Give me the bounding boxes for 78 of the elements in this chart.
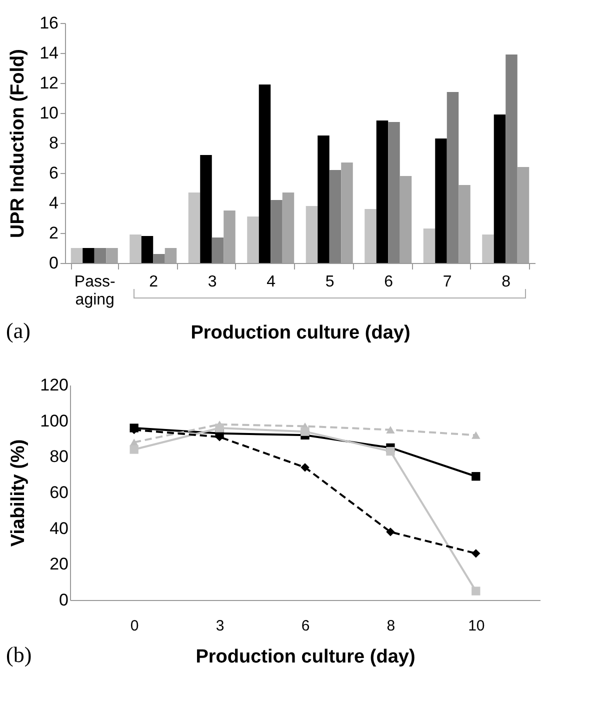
x-tick-label: 7 <box>442 274 452 290</box>
x-tick-label: 8 <box>502 274 511 290</box>
bar <box>341 162 353 263</box>
bar <box>164 248 177 263</box>
x-tick-label: 5 <box>325 274 334 290</box>
point <box>386 426 395 434</box>
bar <box>435 138 447 263</box>
point <box>386 528 395 536</box>
bar <box>446 92 459 263</box>
x-tick-label: 3 <box>208 274 217 290</box>
point <box>472 549 480 558</box>
bar <box>70 248 83 263</box>
bar <box>258 84 271 263</box>
point <box>472 586 480 596</box>
y-tick-label: 12 <box>40 74 58 92</box>
bar <box>282 192 294 263</box>
x-tick-label: 2 <box>149 274 158 290</box>
bar <box>188 192 200 263</box>
x-axis-title: Production culture (day) <box>190 322 410 344</box>
bar <box>82 248 94 263</box>
x-axis-title: Production culture (day) <box>196 646 416 668</box>
point <box>472 472 480 481</box>
bar <box>318 136 330 263</box>
y-axis-title: UPR Induction (Fold) <box>8 49 29 238</box>
x-tick-label: 0 <box>130 618 139 634</box>
bar <box>329 170 342 263</box>
bar <box>212 238 224 263</box>
y-tick-label: 6 <box>49 164 58 182</box>
x-tick-label: 8 <box>386 618 396 634</box>
x-tick-label: Pass-aging <box>74 274 116 308</box>
x-tick-label: 4 <box>266 274 276 290</box>
point <box>386 446 395 456</box>
bar <box>94 248 106 263</box>
text: (b) <box>6 642 32 668</box>
bar <box>306 206 318 263</box>
bar <box>106 248 118 263</box>
x-tick-label: 6 <box>384 274 394 290</box>
bar <box>400 176 412 263</box>
point <box>130 445 138 454</box>
bar <box>224 210 236 263</box>
bar <box>270 200 282 263</box>
y-axis-title: Viability (%) <box>8 439 30 547</box>
y-tick-label: 14 <box>40 44 58 62</box>
bar <box>364 209 376 263</box>
bar <box>200 155 212 263</box>
bar <box>247 216 259 263</box>
bar <box>458 185 470 263</box>
y-tick-label: 16 <box>40 14 58 32</box>
point <box>300 427 310 436</box>
point <box>300 463 310 472</box>
bar <box>482 234 494 263</box>
y-tick-label: 8 <box>49 134 58 152</box>
bar <box>388 122 400 263</box>
y-tick-label: 10 <box>40 104 58 122</box>
y-tick-label: 40 <box>50 518 68 538</box>
bar <box>376 120 388 263</box>
point <box>215 424 224 432</box>
y-tick-label: 60 <box>50 483 68 502</box>
bar <box>517 167 530 263</box>
y-tick-label: 2 <box>49 224 58 242</box>
y-tick-label: 0 <box>49 254 58 272</box>
y-tick-label: 120 <box>40 376 68 394</box>
point <box>472 431 480 439</box>
x-tick-label: 10 <box>468 618 485 634</box>
y-tick-label: 20 <box>50 554 68 574</box>
bar <box>153 254 165 263</box>
bar <box>130 234 142 263</box>
x-tick-label: 3 <box>216 618 224 634</box>
bar <box>494 114 506 263</box>
y-tick-label: 4 <box>49 194 58 212</box>
y-tick-label: 80 <box>50 447 68 466</box>
text: (a) <box>6 318 30 344</box>
y-tick-label: 100 <box>40 411 68 430</box>
y-tick-label: 0 <box>59 590 68 610</box>
bar <box>506 54 518 263</box>
bar <box>423 228 436 263</box>
x-tick-label: 6 <box>301 618 310 634</box>
bar <box>141 236 154 263</box>
